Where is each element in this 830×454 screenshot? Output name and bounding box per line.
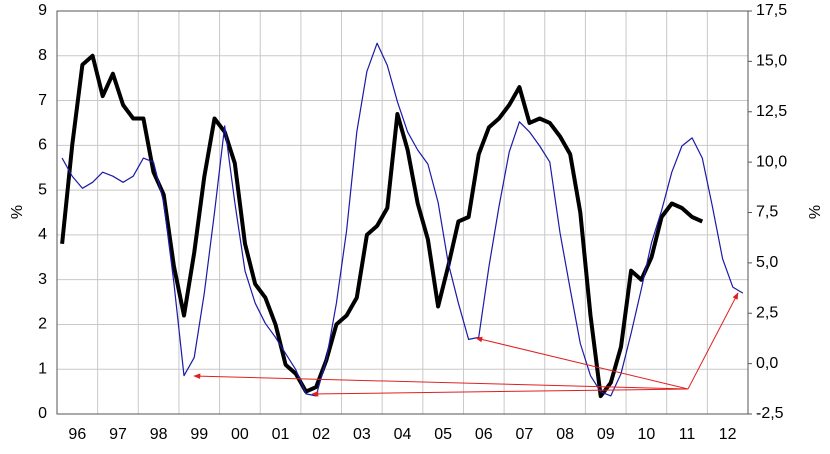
x-tick-label: 11	[679, 426, 696, 443]
y-tick-label: 4	[38, 226, 47, 243]
y-tick-label: 6	[38, 137, 47, 154]
y-axis-label: %	[9, 205, 26, 219]
x-tick-label: 02	[312, 426, 330, 443]
plot-frame	[56, 10, 749, 415]
x-tick-label: 06	[475, 426, 493, 443]
x-tick-label: 10	[637, 426, 655, 443]
x-tick-label: 03	[353, 426, 371, 443]
y-tick-label: 9	[38, 2, 47, 19]
x-tick-label: 00	[231, 426, 249, 443]
y-tick-label: 1	[38, 360, 47, 377]
arrow	[193, 373, 689, 390]
data-line	[61, 42, 744, 397]
y2-tick-label: 7,5	[756, 204, 778, 221]
y2-tick-label: 5,0	[756, 254, 778, 271]
x-tick-label: 96	[68, 426, 86, 443]
arrow	[687, 292, 739, 390]
y-tick-label: 5	[38, 181, 47, 198]
y-tick-label: 3	[38, 271, 47, 288]
x-tick-label: 99	[190, 426, 208, 443]
y2-tick-label: 12,5	[756, 103, 787, 120]
arrow	[475, 336, 689, 390]
arrow	[311, 388, 689, 397]
x-tick-label: 12	[719, 426, 737, 443]
x-tick-label: 05	[434, 426, 452, 443]
y-tick-label: 7	[38, 92, 47, 109]
y2-tick-label: 0,0	[756, 355, 778, 372]
y2-tick-label: 2,5	[756, 304, 778, 321]
y2-axis-label: %	[807, 205, 824, 219]
data-line	[60, 53, 704, 399]
x-tick-label: 01	[272, 426, 290, 443]
y2-tick-label: 15,0	[756, 53, 787, 70]
y2-tick-label: 10,0	[756, 153, 787, 170]
annotation-arrows	[193, 292, 739, 397]
x-tick-label: 98	[150, 426, 168, 443]
y-tick-label: 0	[38, 405, 47, 422]
y2-tick-label: 17,5	[756, 2, 787, 19]
y-tick-label: 8	[38, 47, 47, 64]
x-tick-label: 97	[109, 426, 127, 443]
x-tick-label: 04	[394, 426, 412, 443]
x-tick-label: 07	[516, 426, 534, 443]
x-tick-label: 08	[556, 426, 574, 443]
y-tick-label: 2	[38, 316, 47, 333]
y2-tick-label: -2,5	[756, 405, 784, 422]
x-tick-label: 09	[597, 426, 615, 443]
